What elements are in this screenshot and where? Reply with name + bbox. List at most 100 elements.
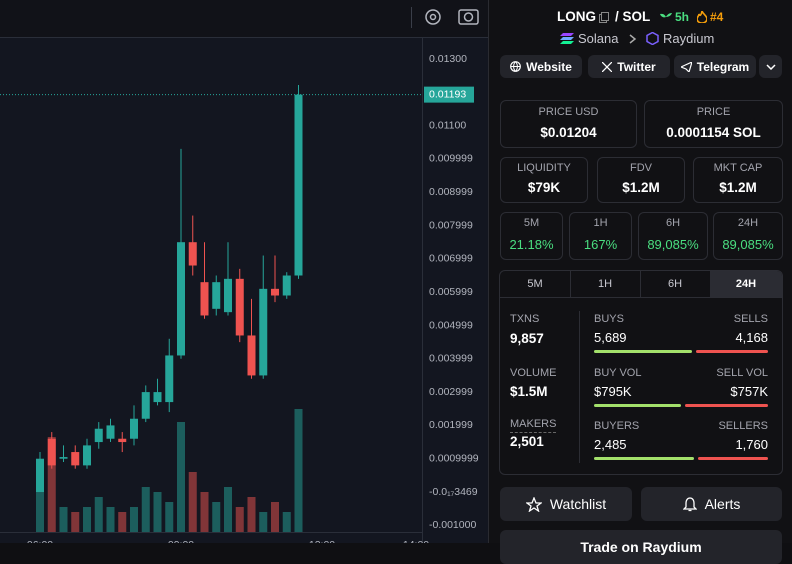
period-tabs: 5M 1H 6H 24H [500, 271, 782, 298]
x-tick-label: 12:00 [309, 539, 335, 543]
candle-body [259, 288, 268, 376]
pair-age: 5h [675, 10, 690, 24]
telegram-button[interactable]: Telegram [674, 55, 756, 78]
change-6h-box[interactable]: 6H 89,085% [638, 212, 708, 260]
volume-bar [259, 512, 268, 532]
website-button[interactable]: Website [500, 55, 582, 78]
liquidity-label: LIQUIDITY [517, 162, 571, 174]
fdv-value: $1.2M [622, 180, 660, 195]
trade-button[interactable]: Trade on Raydium [500, 530, 782, 564]
makers-value: 2,501 [510, 434, 544, 449]
y-tick-label: 0.002999 [429, 386, 473, 398]
y-tick-label: 0.007999 [429, 219, 473, 231]
alerts-label: Alerts [704, 496, 741, 512]
volume-value: $1.5M [510, 384, 548, 399]
change-6h-value: 89,085% [647, 237, 699, 252]
candle-body [83, 445, 91, 466]
candle-body [200, 282, 209, 316]
candle-body [118, 438, 127, 443]
buy-bar [594, 457, 694, 460]
candle-body [165, 355, 174, 403]
chain-name[interactable]: Solana [578, 31, 619, 46]
volume-bar [36, 487, 44, 532]
makers-label: MAKERS [510, 416, 557, 433]
change-5m-box[interactable]: 5M 21.18% [500, 212, 563, 260]
stats-divider [579, 311, 580, 463]
x-tick-label: 09:00 [168, 539, 194, 543]
sell-bar [685, 404, 768, 407]
candle-body [294, 94, 303, 276]
buy-value: 5,689 [594, 330, 627, 345]
watchlist-button[interactable]: Watchlist [500, 487, 632, 521]
volume-bar [177, 422, 185, 532]
volume-bar [83, 507, 91, 532]
candle-body [71, 452, 80, 466]
volume-bar [59, 507, 68, 532]
candle-body [94, 428, 103, 443]
last-price-label: 0.01193 [429, 88, 466, 100]
volume-bar [271, 502, 279, 532]
change-24h-value: 89,085% [722, 237, 774, 252]
y-tick-label: 0.009999 [429, 153, 473, 165]
last-price-badge [424, 86, 474, 103]
change-1h-box[interactable]: 1H 167% [569, 212, 632, 260]
pair-panel: LONG / SOL 5h #4 Solana Raydium Website … [488, 0, 792, 564]
candle-body [188, 242, 197, 266]
more-links-button[interactable] [759, 55, 782, 78]
volume-bar [153, 492, 162, 532]
volume-bar [247, 497, 256, 532]
price-usd-label: PRICE USD [538, 106, 599, 118]
copy-icon[interactable] [599, 12, 609, 23]
sell-value: $757K [730, 384, 768, 399]
x-tick-label: 14:00 [403, 539, 429, 543]
txns-value: 9,857 [510, 331, 544, 346]
y-tick-label: 0.005999 [429, 286, 473, 298]
alerts-button[interactable]: Alerts [641, 487, 782, 521]
buy-label: BUY VOL [594, 367, 642, 379]
price-chart: 06:00 09:00 12:00 14:00 0.01300 0.01100 0.009… [0, 0, 488, 543]
tab-5m[interactable]: 5M [500, 271, 571, 297]
txns-label: TXNS [510, 313, 540, 325]
dex-name[interactable]: Raydium [663, 31, 715, 46]
chart-background [0, 0, 488, 543]
price-usd-box: PRICE USD $0.01204 [500, 100, 637, 148]
volume-bar [294, 409, 303, 532]
volume-bar [165, 502, 174, 532]
candle-body [271, 288, 279, 296]
trending-rank: #4 [710, 10, 724, 24]
time-axis: 06:00 09:00 12:00 14:00 [27, 539, 429, 543]
tab-1h[interactable]: 1H [570, 271, 641, 297]
sell-value: 4,168 [735, 330, 768, 345]
trending-icon [697, 11, 707, 23]
sell-label: SELLERS [718, 420, 768, 432]
twitter-button[interactable]: Twitter [588, 55, 670, 78]
change-24h-label: 24H [737, 217, 759, 229]
sell-bar [697, 457, 768, 460]
candle-body [247, 335, 256, 376]
buy-bar [594, 404, 682, 407]
change-6h-label: 6H [665, 217, 681, 229]
volume-bar [47, 437, 56, 532]
candle-body [282, 275, 291, 296]
y-tick-label: -0.001000 [429, 519, 476, 531]
candle-body [235, 278, 244, 336]
change-5m-label: 5M [523, 217, 540, 229]
tab-24h[interactable]: 24H [710, 271, 782, 297]
plot-area [0, 84, 422, 532]
settings-icon[interactable] [425, 9, 441, 25]
sell-label: SELL VOL [716, 367, 768, 379]
candle-body [47, 438, 56, 466]
buy-bar [594, 350, 693, 353]
volume-bar [235, 507, 244, 532]
volume-label: VOLUME [510, 367, 557, 379]
change-24h-box[interactable]: 24H 89,085% [713, 212, 783, 260]
change-1h-label: 1H [593, 217, 608, 229]
candle-body [224, 278, 232, 313]
volume-bar [282, 512, 291, 532]
screenshot-icon[interactable] [458, 9, 479, 25]
quote-symbol: / SOL [615, 9, 651, 24]
tab-6h[interactable]: 6H [640, 271, 711, 297]
y-tick-label: 0.0009999 [429, 453, 479, 465]
candle-body [130, 418, 138, 439]
